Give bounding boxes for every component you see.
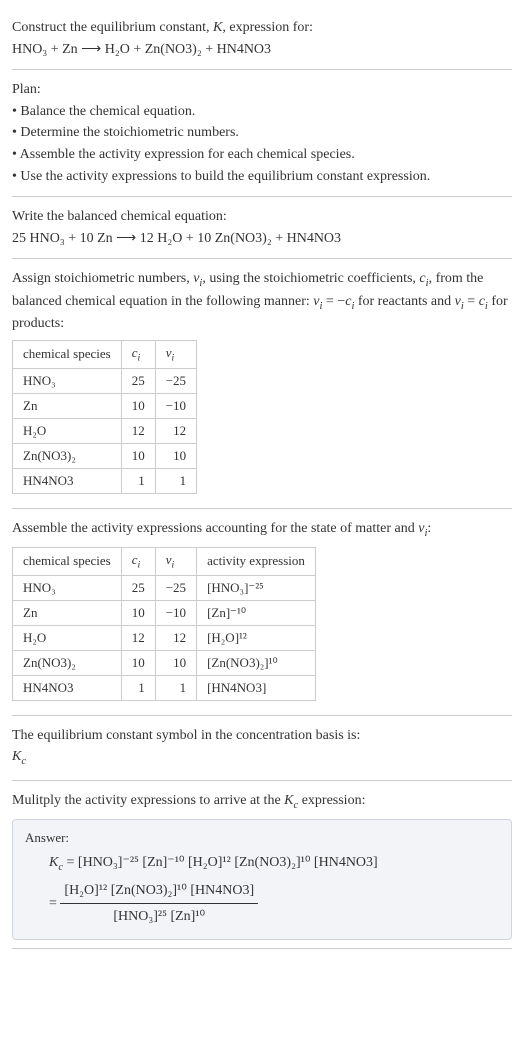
activity-prose: Assemble the activity expressions accoun… xyxy=(12,519,512,541)
cell-activity: [HN4NO3] xyxy=(197,675,316,700)
fraction-den: [HNO₃]²⁵ [Zn]¹⁰ xyxy=(60,904,258,929)
stoich-table: chemical species ci νi HNO₃25−25 Zn10−10… xyxy=(12,340,197,494)
symbol-prose: The equilibrium constant symbol in the c… xyxy=(12,726,512,746)
table-row: H₂O1212[H₂O]¹² xyxy=(13,625,316,650)
activity-table: chemical species ci νi activity expressi… xyxy=(12,547,316,701)
cell-c: 25 xyxy=(121,575,155,600)
cell-v: −10 xyxy=(155,600,196,625)
table-row: H₂O1212 xyxy=(13,418,197,443)
table-row: Zn10−10[Zn]⁻¹⁰ xyxy=(13,600,316,625)
plan: Plan: • Balance the chemical equation. •… xyxy=(12,70,512,197)
plan-bullet-1: • Balance the chemical equation. xyxy=(12,102,512,122)
answer-box: Answer: Kc = [HNO₃]⁻²⁵ [Zn]⁻¹⁰ [H₂O]¹² [… xyxy=(12,819,512,940)
result-prose: Mulitply the activity expressions to arr… xyxy=(12,791,512,813)
stoich-section: Assign stoichiometric numbers, νi, using… xyxy=(12,259,512,508)
cell-activity: [HNO₃]⁻²⁵ xyxy=(197,575,316,600)
cell-species: HNO₃ xyxy=(13,575,122,600)
cell-species: H₂O xyxy=(13,418,122,443)
cell-species: Zn(NO3)₂ xyxy=(13,443,122,468)
table-row: HNO₃25−25 xyxy=(13,368,197,393)
cell-species: Zn xyxy=(13,393,122,418)
table-row: Zn(NO3)₂1010[Zn(NO3)₂]¹⁰ xyxy=(13,650,316,675)
cell-species: H₂O xyxy=(13,625,122,650)
table-row: HNO₃25−25[HNO₃]⁻²⁵ xyxy=(13,575,316,600)
intro-line-1: Construct the equilibrium constant, K, e… xyxy=(12,18,512,38)
answer-eq-1: Kc = [HNO₃]⁻²⁵ [Zn]⁻¹⁰ [H₂O]¹² [Zn(NO3)₂… xyxy=(49,850,499,878)
table-row: Zn(NO3)₂1010 xyxy=(13,443,197,468)
col-species: chemical species xyxy=(13,547,122,575)
cell-c: 10 xyxy=(121,393,155,418)
plan-bullet-4: • Use the activity expressions to build … xyxy=(12,167,512,187)
cell-c: 1 xyxy=(121,468,155,493)
cell-species: HN4NO3 xyxy=(13,468,122,493)
cell-v: −25 xyxy=(155,575,196,600)
cell-species: HN4NO3 xyxy=(13,675,122,700)
table-row: HN4NO311 xyxy=(13,468,197,493)
eq1-rhs: [HNO₃]⁻²⁵ [Zn]⁻¹⁰ [H₂O]¹² [Zn(NO3)₂]¹⁰ [… xyxy=(78,855,378,870)
answer-label: Answer: xyxy=(25,830,499,846)
cell-activity: [Zn]⁻¹⁰ xyxy=(197,600,316,625)
table-row: Zn10−10 xyxy=(13,393,197,418)
intro: Construct the equilibrium constant, K, e… xyxy=(12,8,512,70)
col-vi: νi xyxy=(155,547,196,575)
cell-species: HNO₃ xyxy=(13,368,122,393)
cell-v: −10 xyxy=(155,393,196,418)
fraction: [H₂O]¹² [Zn(NO3)₂]¹⁰ [HN4NO3][HNO₃]²⁵ [Z… xyxy=(60,878,258,929)
table-header-row: chemical species ci νi xyxy=(13,340,197,368)
cell-v: 12 xyxy=(155,625,196,650)
balanced-equation: 25 HNO₃ + 10 Zn ⟶ 12 H₂O + 10 Zn(NO3)₂ +… xyxy=(12,229,512,249)
intro-equation: HNO₃ + Zn ⟶ H₂O + Zn(NO3)₂ + HN4NO3 xyxy=(12,40,512,60)
balanced-heading: Write the balanced chemical equation: xyxy=(12,207,512,227)
stoich-prose: Assign stoichiometric numbers, νi, using… xyxy=(12,269,512,334)
table-row: HN4NO311[HN4NO3] xyxy=(13,675,316,700)
col-ci: ci xyxy=(121,340,155,368)
cell-c: 25 xyxy=(121,368,155,393)
col-activity: activity expression xyxy=(197,547,316,575)
answer-eq-2: = [H₂O]¹² [Zn(NO3)₂]¹⁰ [HN4NO3][HNO₃]²⁵ … xyxy=(49,878,499,929)
balanced-eq: Write the balanced chemical equation: 25… xyxy=(12,197,512,259)
activity-section: Assemble the activity expressions accoun… xyxy=(12,509,512,716)
table-header-row: chemical species ci νi activity expressi… xyxy=(13,547,316,575)
cell-c: 10 xyxy=(121,600,155,625)
plan-bullet-3: • Assemble the activity expression for e… xyxy=(12,145,512,165)
cell-species: Zn xyxy=(13,600,122,625)
col-vi: νi xyxy=(155,340,196,368)
cell-c: 10 xyxy=(121,443,155,468)
cell-v: 10 xyxy=(155,650,196,675)
symbol-kc: Kc xyxy=(12,747,512,769)
cell-v: 12 xyxy=(155,418,196,443)
fraction-num: [H₂O]¹² [Zn(NO3)₂]¹⁰ [HN4NO3] xyxy=(60,878,258,904)
cell-v: −25 xyxy=(155,368,196,393)
cell-c: 1 xyxy=(121,675,155,700)
col-species: chemical species xyxy=(13,340,122,368)
cell-c: 12 xyxy=(121,418,155,443)
cell-c: 12 xyxy=(121,625,155,650)
cell-c: 10 xyxy=(121,650,155,675)
cell-v: 1 xyxy=(155,468,196,493)
symbol-section: The equilibrium constant symbol in the c… xyxy=(12,716,512,781)
cell-activity: [Zn(NO3)₂]¹⁰ xyxy=(197,650,316,675)
cell-v: 10 xyxy=(155,443,196,468)
cell-species: Zn(NO3)₂ xyxy=(13,650,122,675)
plan-bullet-2: • Determine the stoichiometric numbers. xyxy=(12,123,512,143)
result-section: Mulitply the activity expressions to arr… xyxy=(12,781,512,950)
cell-activity: [H₂O]¹² xyxy=(197,625,316,650)
plan-heading: Plan: xyxy=(12,80,512,100)
cell-v: 1 xyxy=(155,675,196,700)
col-ci: ci xyxy=(121,547,155,575)
